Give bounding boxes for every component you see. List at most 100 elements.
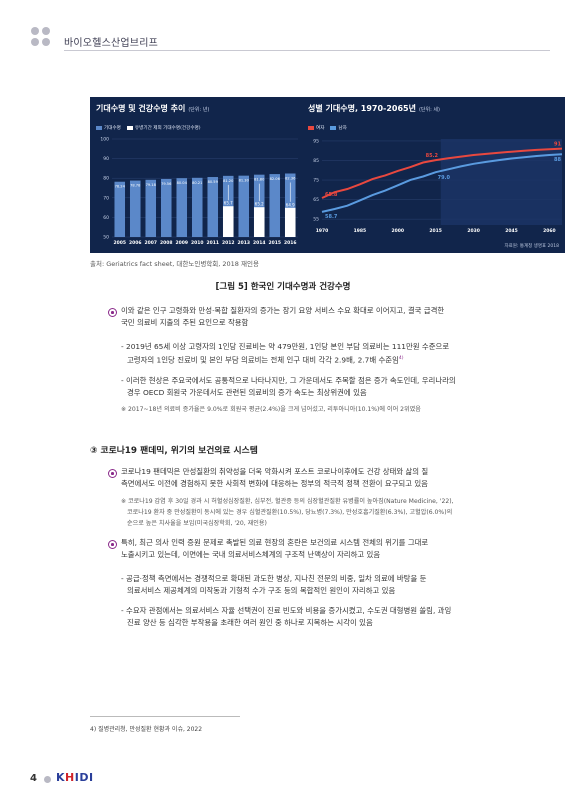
bar-life-expectancy bbox=[207, 177, 219, 237]
text-line: 노출시키고 있는데, 이면에는 국내 의료서비스체계의 구조적 난맥상이 자리하… bbox=[121, 550, 381, 560]
text-line: 진료 양산 등 심각한 부작용을 초래한 여러 원인 중 하나로 지목하는 시각… bbox=[127, 618, 373, 628]
khidi-logo: KHIDI bbox=[56, 771, 94, 784]
bar-healthy-life bbox=[222, 206, 234, 237]
bar-life-expectancy bbox=[114, 181, 126, 237]
bar-value-label: 79.18 bbox=[146, 183, 157, 187]
y-tick-label: 90 bbox=[103, 156, 109, 162]
bar-life-expectancy bbox=[269, 174, 281, 237]
y-tick-label: 85 bbox=[313, 158, 319, 164]
label-female-1970: 65.8 bbox=[325, 192, 338, 198]
bar-value-label: 78.78 bbox=[130, 184, 141, 188]
x-tick-label: 2005 bbox=[113, 240, 126, 246]
logo-k: K bbox=[56, 771, 66, 784]
paragraph-covid: 코로나19 팬데믹은 만성질환의 취약성을 더욱 악화시켜 포스트 코로나이후에… bbox=[121, 466, 551, 490]
bar-healthy-life bbox=[284, 207, 296, 237]
text-line: 고령자의 1인당 진료비 및 본인 부담 의료비는 전체 인구 대비 각각 2.… bbox=[127, 355, 399, 365]
x-tick-label: 2045 bbox=[505, 228, 518, 234]
y-tick-label: 50 bbox=[103, 235, 109, 241]
bar-value-label: 81.80 bbox=[254, 178, 265, 182]
page-number: 4 bbox=[30, 773, 37, 784]
x-tick-label: 1985 bbox=[354, 228, 367, 234]
x-tick-label: 2012 bbox=[222, 240, 235, 246]
health-value-label: 64.9 bbox=[286, 202, 295, 207]
paragraph-crisis: 특히, 최근 의사 인력 증원 문제로 촉발된 의료 현장의 혼란은 보건의료 … bbox=[121, 537, 551, 561]
right-chart-legend: 여자 남자 bbox=[308, 125, 347, 131]
bar-value-label: 79.56 bbox=[161, 182, 172, 186]
text-line: 코로나19 팬데믹은 만성질환의 취약성을 더욱 악화시켜 포스트 코로나이후에… bbox=[121, 467, 429, 476]
text-line: 의료서비스 제공체계의 미작동과 기형적 수가 구조 등의 복합적인 원인이 자… bbox=[127, 586, 396, 596]
text-line: - 2019년 65세 이상 고령자의 1인당 진료비는 약 479만원, 1인… bbox=[121, 342, 450, 351]
note-covid: ※ 코로나19 감염 후 30일 경과 시 허혈성심장질환, 심부전, 혈관증 … bbox=[121, 496, 551, 529]
y-tick-label: 60 bbox=[103, 215, 109, 221]
y-tick-label: 75 bbox=[313, 178, 319, 184]
left-chart-title: 기대수명 및 건강수명 추이 (단위: 년) bbox=[96, 103, 209, 114]
legend-swatch-life bbox=[96, 126, 102, 130]
paragraph-aging-sub2: - 이러한 현상은 주요국에서도 공통적으로 나타나지만, 그 가운데서도 주목… bbox=[121, 375, 551, 399]
x-tick-label: 2007 bbox=[144, 240, 157, 246]
legend-swatch-male bbox=[330, 126, 337, 130]
label-male-2015: 79.0 bbox=[438, 175, 451, 181]
text-line: 국민 의료비 지출의 주된 요인으로 작용함 bbox=[121, 318, 249, 328]
bullet-icon bbox=[108, 469, 117, 478]
header-divider bbox=[64, 50, 550, 51]
legend-swatch-female bbox=[308, 126, 314, 130]
x-tick-label: 2010 bbox=[191, 240, 204, 246]
label-male-1970: 58.7 bbox=[325, 214, 338, 220]
footnote-divider bbox=[90, 716, 240, 717]
text-line: - 수요자 관점에서는 의료서비스 자율 선택권이 진료 빈도와 비용을 증가시… bbox=[121, 606, 452, 615]
bar-life-expectancy bbox=[191, 177, 203, 237]
paragraph-crisis-sub1: - 공급·정책 측면에서는 경쟁적으로 확대된 과도한 병상, 지나친 전문의 … bbox=[121, 573, 551, 597]
bar-value-label: 80.04 bbox=[177, 181, 188, 185]
x-tick-label: 2060 bbox=[543, 228, 556, 234]
right-chart-source: 자료원: 통계청 생명표 2018 bbox=[504, 244, 559, 249]
y-tick-label: 100 bbox=[100, 137, 109, 143]
left-chart-unit: (단위: 년) bbox=[188, 107, 210, 113]
legend-health: 유병기간 제외 기대수명(건강수명) bbox=[134, 126, 201, 131]
bullet-icon bbox=[108, 540, 117, 549]
paragraph-aging-sub1: - 2019년 65세 이상 고령자의 1인당 진료비는 약 479만원, 1인… bbox=[121, 341, 551, 367]
figure-caption: [그림 5] 한국인 기대수명과 건강수명 bbox=[215, 282, 351, 292]
left-chart-legend: 기대수명 유병기간 제외 기대수명(건강수명) bbox=[96, 125, 201, 131]
header-title: 바이오헬스산업브리프 bbox=[64, 38, 158, 49]
bar-value-label: 82.06 bbox=[270, 177, 281, 181]
paragraph-crisis-sub2: - 수요자 관점에서는 의료서비스 자율 선택권이 진료 빈도와 비용을 증가시… bbox=[121, 605, 551, 629]
label-female-2015: 85.2 bbox=[426, 153, 439, 159]
x-tick-label: 1970 bbox=[316, 228, 329, 234]
y-tick-label: 95 bbox=[313, 138, 319, 144]
bar-value-label: 80.59 bbox=[208, 180, 219, 184]
line-male bbox=[321, 153, 563, 213]
left-chart-title-text: 기대수명 및 건강수명 추이 bbox=[96, 104, 186, 113]
x-tick-label: 2000 bbox=[392, 228, 405, 234]
right-chart-title: 성별 기대수명, 1970-2065년 (단위: 세) bbox=[308, 103, 440, 114]
text-line: 이와 같은 인구 고령화와 만성·복합 질환자의 증가는 장기 요양 서비스 수… bbox=[121, 306, 445, 315]
bar-value-label: 80.21 bbox=[192, 181, 202, 185]
figure-source: 출처: Geriatrics fact sheet, 대한노인병학회, 2018… bbox=[90, 260, 259, 268]
x-tick-label: 2008 bbox=[160, 240, 173, 246]
legend-life: 기대수명 bbox=[104, 126, 121, 131]
footer-dot bbox=[44, 776, 51, 783]
legend-swatch-health bbox=[126, 126, 133, 130]
label-male-2065: 88 bbox=[554, 157, 561, 163]
x-tick-label: 2009 bbox=[175, 240, 188, 246]
bar-value-label: 82.36 bbox=[285, 176, 296, 180]
footnote-ref[interactable]: 4) bbox=[398, 356, 404, 362]
x-tick-label: 2016 bbox=[284, 240, 297, 246]
footnote: 4) 질병관리청, 만성질환 현황과 이슈, 2022 bbox=[90, 726, 203, 733]
right-chart-title-text: 성별 기대수명, 1970-2065년 bbox=[308, 104, 416, 113]
text-line: 특히, 최근 의사 인력 증원 문제로 촉발된 의료 현장의 혼란은 보건의료 … bbox=[121, 538, 429, 547]
legend-female: 여자 bbox=[316, 126, 325, 131]
y-tick-label: 70 bbox=[103, 195, 109, 201]
bar-life-expectancy bbox=[238, 175, 250, 237]
legend-male: 남자 bbox=[338, 126, 347, 131]
label-female-2065: 91 bbox=[554, 142, 561, 148]
x-tick-label: 2015 bbox=[268, 240, 281, 246]
bar-life-expectancy bbox=[129, 180, 141, 237]
charts-svg: 100 90 80 70 60 50 78.24 2005 78.78 2006 79.18 2007… bbox=[100, 137, 563, 246]
y-tick-label: 55 bbox=[313, 217, 319, 223]
text-line: 측면에서도 이전에 경험하지 못한 사회적 변화에 대응하는 정부의 적극적 정… bbox=[121, 479, 428, 489]
bar-value-label: 81.30 bbox=[239, 179, 250, 183]
note-oecd: ※ 2017~18년 의료비 증가율은 9.0%로 회원국 평균(2.4%)을 … bbox=[121, 406, 421, 413]
text-line: - 공급·정책 측면에서는 경쟁적으로 확대된 과도한 병상, 지나친 전문의 … bbox=[121, 574, 427, 583]
x-tick-label: 2015 bbox=[429, 228, 442, 234]
health-value-label: 65.7 bbox=[224, 201, 233, 206]
